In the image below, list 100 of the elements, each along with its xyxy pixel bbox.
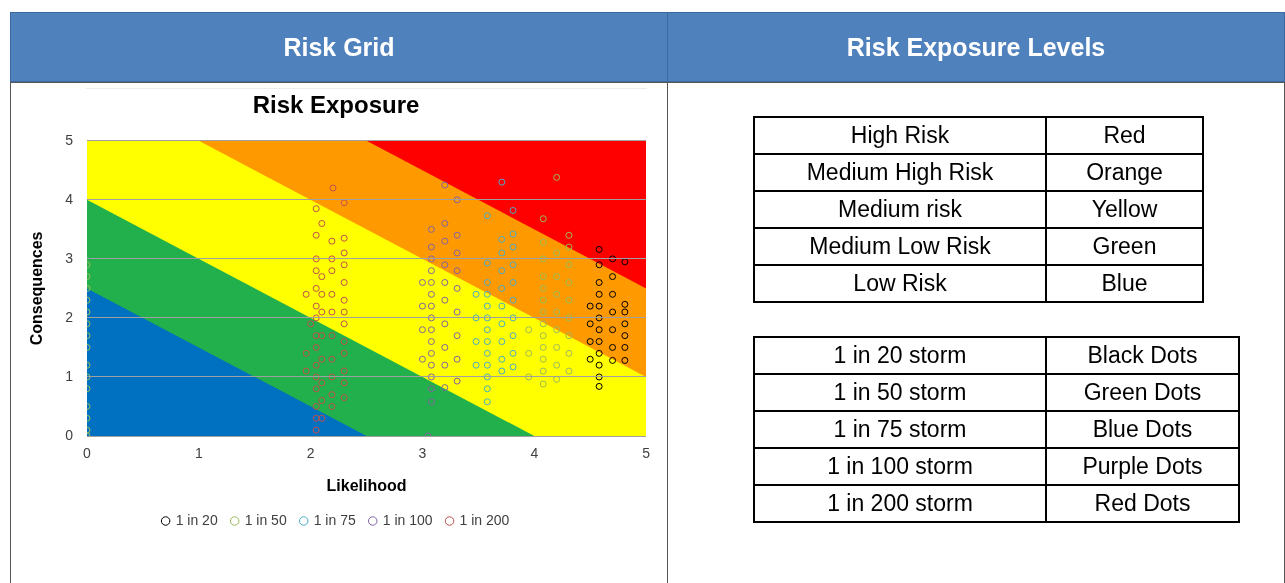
point — [498, 367, 506, 375]
point — [312, 385, 320, 393]
point — [328, 290, 336, 298]
point — [483, 326, 491, 334]
point — [539, 284, 547, 292]
point — [609, 326, 617, 334]
point — [453, 377, 461, 385]
point — [427, 326, 435, 334]
point — [312, 373, 320, 381]
point — [565, 349, 573, 357]
y-tick-label: 2 — [65, 308, 74, 325]
point — [302, 290, 310, 298]
point — [328, 402, 336, 410]
point — [312, 284, 320, 292]
point — [453, 196, 461, 204]
point — [340, 234, 348, 242]
point — [340, 261, 348, 269]
point — [565, 296, 573, 304]
point — [328, 373, 336, 381]
point — [553, 308, 561, 316]
chart-title: Risk Exposure — [252, 91, 420, 119]
point — [539, 215, 547, 223]
point — [329, 184, 337, 192]
point — [595, 373, 603, 381]
point — [586, 320, 594, 328]
point — [328, 255, 336, 263]
point — [609, 343, 617, 351]
point — [340, 367, 348, 375]
point — [565, 243, 573, 251]
y-tick-label: 4 — [65, 190, 74, 207]
text: Risk Grid — [10, 12, 668, 82]
text: Blue — [1046, 265, 1203, 302]
point — [539, 380, 547, 388]
point — [328, 391, 336, 399]
point — [427, 290, 435, 298]
x-tick-label: 5 — [642, 445, 651, 462]
point — [340, 394, 348, 402]
point — [621, 332, 629, 340]
point — [586, 355, 594, 363]
text: Black Dots — [1046, 337, 1239, 374]
point — [539, 343, 547, 351]
point — [509, 279, 517, 286]
point — [328, 355, 336, 363]
point — [498, 338, 506, 346]
point — [441, 219, 449, 227]
point — [498, 284, 506, 292]
legend-label: 1 in 75 — [313, 511, 356, 528]
point — [312, 267, 320, 275]
point — [498, 178, 506, 186]
point — [509, 314, 517, 322]
point — [312, 314, 320, 322]
point — [509, 349, 517, 357]
point — [525, 373, 533, 381]
point — [427, 398, 435, 406]
point — [539, 308, 547, 316]
point — [525, 326, 533, 334]
point — [427, 373, 435, 381]
point — [483, 212, 491, 220]
point — [565, 231, 573, 239]
text: Medium High Risk — [754, 154, 1046, 191]
point — [453, 355, 461, 363]
point — [621, 300, 629, 308]
point — [441, 296, 449, 304]
point — [302, 349, 310, 357]
point — [427, 314, 435, 322]
point — [340, 379, 348, 387]
point — [621, 343, 629, 351]
point — [525, 349, 533, 357]
point — [565, 261, 573, 269]
point — [307, 320, 315, 328]
point — [586, 302, 594, 310]
point — [595, 361, 603, 369]
point — [427, 302, 435, 310]
point — [553, 361, 561, 369]
point — [312, 302, 320, 310]
point — [539, 238, 547, 246]
text: Yellow — [1046, 191, 1203, 228]
point — [595, 302, 603, 310]
point — [553, 343, 561, 351]
point — [509, 296, 517, 304]
point — [441, 279, 449, 286]
point — [340, 338, 348, 346]
point — [565, 367, 573, 375]
point — [509, 363, 517, 371]
y-tick-label: 1 — [65, 367, 74, 384]
text: 1 in 75 storm — [754, 411, 1046, 448]
text: Medium Low Risk — [754, 228, 1046, 265]
point — [340, 308, 348, 316]
point — [553, 173, 561, 181]
point — [595, 290, 603, 298]
point — [453, 267, 461, 275]
point — [483, 361, 491, 369]
text: 1 in 100 storm — [754, 448, 1046, 485]
point — [483, 385, 491, 393]
point — [539, 332, 547, 340]
point — [595, 314, 603, 322]
point — [453, 249, 461, 257]
point — [565, 332, 573, 340]
point — [553, 290, 561, 298]
point — [453, 231, 461, 239]
